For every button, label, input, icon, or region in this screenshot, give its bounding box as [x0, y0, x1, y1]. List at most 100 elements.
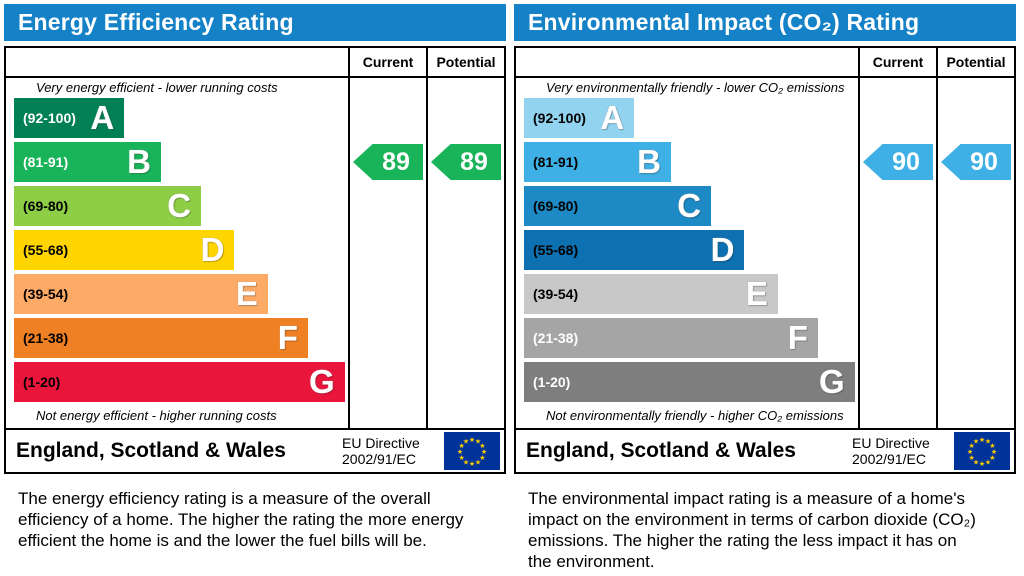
band-range-label: (92-100) — [23, 110, 76, 126]
band-range-label: (21-38) — [23, 330, 69, 346]
region-label: England, Scotland & Wales — [526, 439, 796, 462]
band-c: (69-80) C — [14, 186, 202, 226]
band-a: (92-100) A — [524, 98, 635, 138]
band-range-label: (55-68) — [23, 242, 69, 258]
band-range-label: (39-54) — [533, 286, 579, 302]
band-letter: D — [200, 231, 225, 268]
band-letter: A — [90, 99, 115, 136]
energy-panel-title: Energy Efficiency Rating — [4, 4, 506, 41]
svg-text:★: ★ — [985, 438, 991, 446]
environmental-potential-column: 90 — [936, 78, 1014, 428]
svg-text:★: ★ — [979, 460, 985, 468]
band-range-label: (81-91) — [533, 154, 579, 170]
environmental-band-column: Very environmentally friendly - lower CO… — [516, 78, 858, 428]
band-range-label: (69-80) — [533, 198, 579, 214]
column-header-potential: Potential — [426, 48, 504, 76]
band-range-label: (1-20) — [23, 374, 61, 390]
svg-text:★: ★ — [989, 442, 995, 450]
svg-text:★: ★ — [457, 448, 463, 456]
svg-text:★: ★ — [985, 458, 991, 466]
svg-text:★: ★ — [475, 458, 481, 466]
band-e: (39-54) E — [524, 274, 778, 314]
band-e: (39-54) E — [14, 274, 268, 314]
eu-directive-line2: 2002/91/EC — [852, 451, 926, 467]
svg-text:★: ★ — [973, 458, 979, 466]
svg-text:★: ★ — [968, 454, 974, 462]
band-letter: A — [600, 99, 625, 136]
svg-text:★: ★ — [968, 442, 974, 450]
band-row: (92-100) A — [14, 98, 348, 138]
environmental-current-column: 90 — [858, 78, 936, 428]
svg-text:★: ★ — [967, 448, 973, 456]
environmental-description-text: The environmental impact rating is a mea… — [528, 489, 976, 571]
band-row: (39-54) E — [524, 274, 858, 314]
energy-band-column: Very energy efficient - lower running co… — [6, 78, 348, 428]
band-a: (92-100) A — [14, 98, 125, 138]
band-letter: G — [308, 363, 335, 400]
environmental-impact-panel: Environmental Impact (CO₂) Rating Curren… — [514, 4, 1016, 572]
svg-text:★: ★ — [479, 454, 485, 462]
band-row: (69-80) C — [524, 186, 858, 226]
caption-bottom: Not energy efficient - higher running co… — [36, 408, 277, 423]
caption-top: Very environmentally friendly - lower CO… — [546, 80, 845, 95]
band-range-label: (92-100) — [533, 110, 586, 126]
band-letter: B — [127, 143, 151, 180]
band-d: (55-68) D — [524, 230, 745, 270]
environmental-rating-table: Current Potential Very environmentally f… — [514, 46, 1016, 474]
column-header-current: Current — [858, 48, 936, 76]
band-g: (1-20) G — [524, 362, 855, 402]
header-spacer — [516, 48, 858, 76]
svg-text:★: ★ — [991, 448, 997, 456]
band-d: (55-68) D — [14, 230, 235, 270]
column-header-current: Current — [348, 48, 426, 76]
header-spacer — [6, 48, 348, 76]
svg-text:★: ★ — [469, 460, 475, 468]
band-letter: B — [637, 143, 661, 180]
svg-text:★: ★ — [463, 458, 469, 466]
band-letter: C — [677, 187, 702, 224]
energy-rating-table: Current Potential Very energy efficient … — [4, 46, 506, 474]
band-b: (81-91) B — [14, 142, 161, 182]
band-row: (55-68) D — [14, 230, 348, 270]
environmental-table-header-row: Current Potential — [516, 48, 1014, 78]
band-row: (39-54) E — [14, 274, 348, 314]
region-label: England, Scotland & Wales — [16, 439, 286, 462]
band-range-label: (1-20) — [533, 374, 571, 390]
current-rating-arrow: 90 — [863, 144, 933, 180]
svg-text:★: ★ — [479, 442, 485, 450]
band-c: (69-80) C — [524, 186, 712, 226]
eu-directive-label: EU Directive 2002/91/EC — [852, 435, 954, 467]
band-letter: E — [235, 275, 258, 312]
svg-text:★: ★ — [469, 436, 475, 444]
energy-description-text: The energy efficiency rating is a measur… — [18, 489, 464, 550]
band-row: (55-68) D — [524, 230, 858, 270]
energy-chart-area: Very energy efficient - lower running co… — [6, 78, 504, 428]
band-letter: F — [277, 319, 298, 356]
band-row: (81-91) B — [524, 142, 858, 182]
band-range-label: (81-91) — [23, 154, 69, 170]
band-f: (21-38) F — [14, 318, 308, 358]
caption-bottom: Not environmentally friendly - higher CO… — [546, 408, 844, 423]
energy-table-header-row: Current Potential — [6, 48, 504, 78]
eu-flag-icon: ★ ★★ ★★★ ★★★ ★★★ — [954, 432, 1010, 470]
svg-text:★: ★ — [458, 454, 464, 462]
svg-text:★: ★ — [481, 448, 487, 456]
energy-potential-column: 89 — [426, 78, 504, 428]
band-row: (69-80) C — [14, 186, 348, 226]
band-row: (21-38) F — [14, 318, 348, 358]
band-g: (1-20) G — [14, 362, 345, 402]
band-range-label: (69-80) — [23, 198, 69, 214]
energy-efficiency-panel: Energy Efficiency Rating Current Potenti… — [4, 4, 506, 572]
potential-rating-arrow: 89 — [431, 144, 501, 180]
caption-top: Very energy efficient - lower running co… — [36, 80, 278, 95]
eu-directive-line1: EU Directive — [852, 435, 930, 451]
band-f: (21-38) F — [524, 318, 818, 358]
energy-table-footer: England, Scotland & Wales EU Directive 2… — [6, 428, 504, 472]
svg-text:★: ★ — [463, 438, 469, 446]
band-letter: C — [167, 187, 192, 224]
band-range-label: (21-38) — [533, 330, 579, 346]
svg-text:★: ★ — [973, 438, 979, 446]
band-letter: E — [745, 275, 768, 312]
environmental-chart-area: Very environmentally friendly - lower CO… — [516, 78, 1014, 428]
